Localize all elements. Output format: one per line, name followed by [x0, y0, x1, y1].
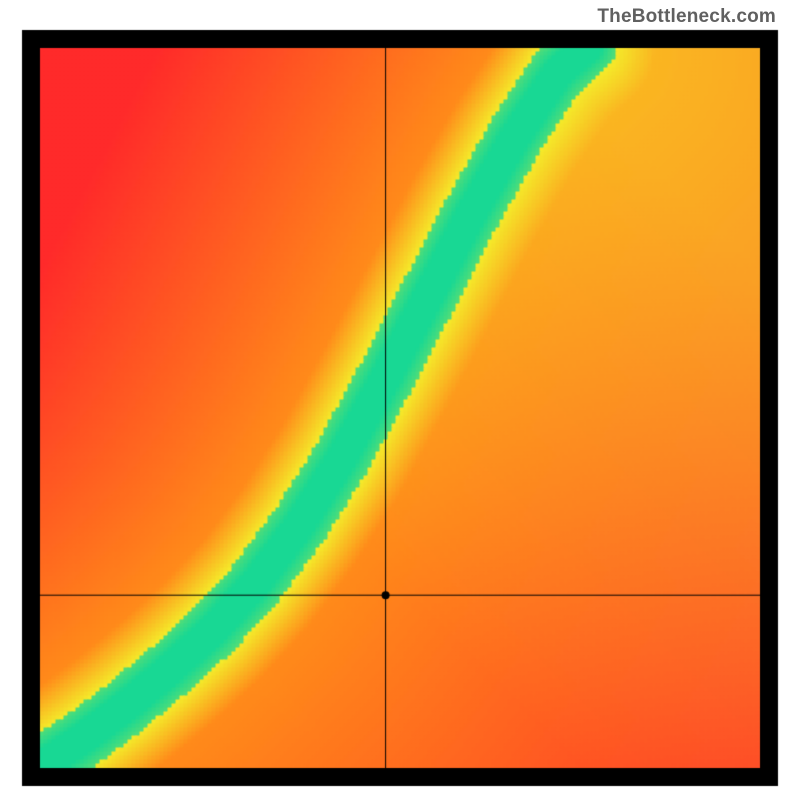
bottleneck-heatmap	[0, 0, 800, 800]
